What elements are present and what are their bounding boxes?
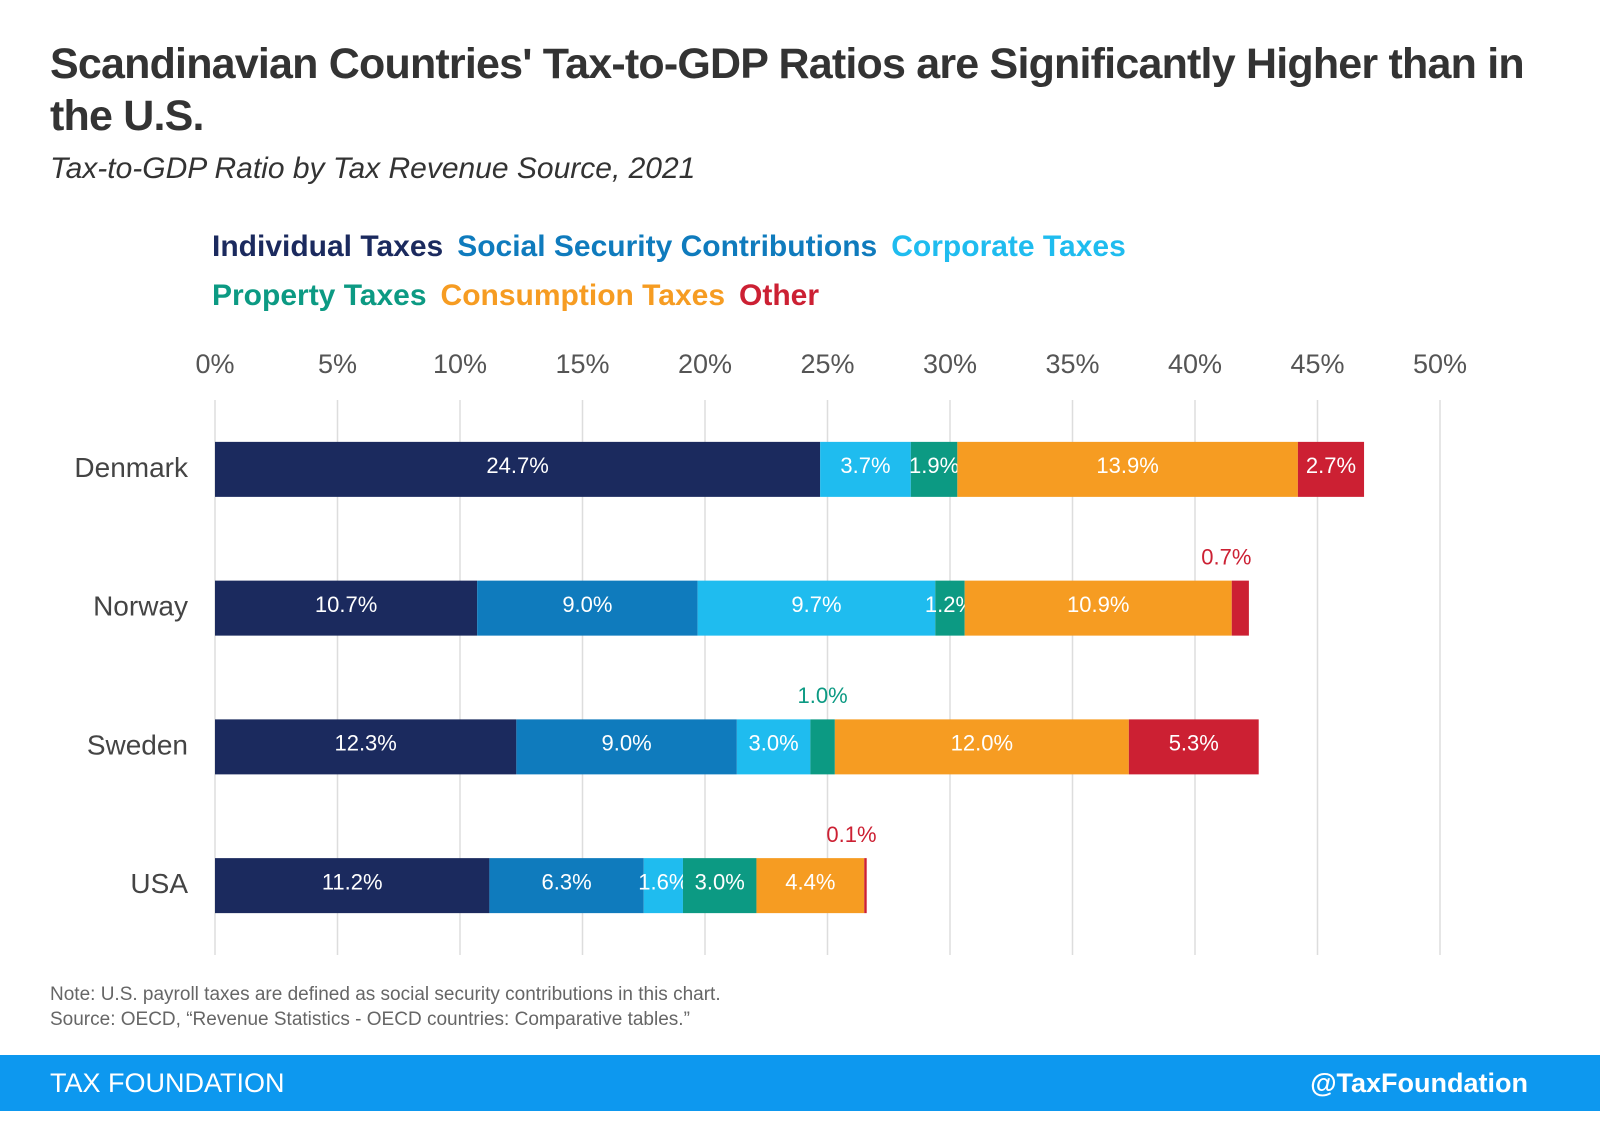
- data-label: 1.9%: [909, 453, 959, 478]
- data-label: 24.7%: [486, 453, 548, 478]
- bar-segment: [215, 858, 490, 914]
- legend-entry: Individual Taxes: [212, 230, 444, 263]
- bar-segment: [215, 441, 821, 497]
- footer-handle: @TaxFoundation: [1310, 1068, 1528, 1098]
- bar-segment: [756, 858, 865, 914]
- footer: TAX FOUNDATION @TaxFoundation: [0, 1055, 1600, 1111]
- note: Note: U.S. payroll taxes are defined as …: [50, 984, 721, 1005]
- x-tick-label: 15%: [555, 349, 609, 379]
- bar-segment: [957, 441, 1298, 497]
- bar-segment: [215, 580, 478, 636]
- data-label: 4.4%: [785, 869, 835, 894]
- bar-segment: [682, 858, 757, 914]
- x-tick-label: 30%: [923, 349, 977, 379]
- x-tick-label: 0%: [195, 349, 234, 379]
- legend-entry: Corporate Taxes: [891, 230, 1126, 263]
- x-tick-label: 50%: [1413, 349, 1467, 379]
- bar-segment: [477, 580, 698, 636]
- legend-entry: Other: [739, 279, 820, 312]
- data-label: 10.9%: [1067, 592, 1129, 617]
- legend-entry: Property Taxes: [212, 279, 427, 312]
- x-tick-label: 10%: [433, 349, 487, 379]
- data-label: 11.2%: [322, 869, 383, 894]
- legend: Individual Taxes Social Security Contribu…: [212, 228, 1212, 314]
- footer-brand: TAX FOUNDATION: [50, 1068, 285, 1098]
- data-label: 1.6%: [638, 869, 688, 894]
- data-label: 3.7%: [840, 453, 890, 478]
- bar-segment: [215, 719, 517, 775]
- data-label: 0.7%: [1201, 544, 1251, 569]
- bar-segment: [864, 858, 867, 914]
- y-tick-label: Denmark: [74, 452, 189, 483]
- bar-segment: [516, 719, 737, 775]
- chart-subtitle: Tax-to-GDP Ratio by Tax Revenue Source, …: [50, 152, 696, 185]
- data-label: 9.0%: [602, 731, 652, 756]
- y-tick-label: Norway: [93, 591, 188, 622]
- data-label: 9.7%: [791, 592, 841, 617]
- data-label: 5.3%: [1169, 731, 1219, 756]
- bar-segment: [910, 441, 958, 497]
- bar-segment: [643, 858, 683, 914]
- data-label: 9.0%: [562, 592, 612, 617]
- bar-segment: [697, 580, 936, 636]
- bar-segment: [736, 719, 811, 775]
- bar-segment: [820, 441, 911, 497]
- bar-segment: [1297, 441, 1365, 497]
- data-label: 3.0%: [749, 731, 799, 756]
- data-label: 12.0%: [951, 731, 1013, 756]
- y-tick-label: Sweden: [87, 729, 188, 760]
- x-tick-label: 5%: [318, 349, 357, 379]
- x-tick-label: 45%: [1290, 349, 1344, 379]
- bar-segment: [1231, 580, 1249, 636]
- bar-segment: [489, 858, 644, 914]
- legend-entry: Consumption Taxes: [440, 279, 726, 312]
- x-tick-label: 35%: [1045, 349, 1099, 379]
- data-label: 13.9%: [1096, 453, 1158, 478]
- y-tick-label: USA: [130, 868, 188, 899]
- bar-segment: [810, 719, 835, 775]
- bar-segment: [834, 719, 1129, 775]
- x-tick-label: 25%: [800, 349, 854, 379]
- bar-segment: [935, 580, 965, 636]
- x-tick-label: 20%: [678, 349, 732, 379]
- source: Source: OECD, “Revenue Statistics - OECD…: [50, 1009, 690, 1030]
- data-label: 12.3%: [334, 731, 396, 756]
- data-label: 1.0%: [798, 683, 848, 708]
- legend-entry: Social Security Contributions: [457, 230, 878, 263]
- bar-segment: [1128, 719, 1259, 775]
- chart-title: Scandinavian Countries' Tax-to-GDP Ratio…: [50, 40, 1525, 140]
- data-label: 2.7%: [1306, 453, 1356, 478]
- data-label: 10.7%: [315, 592, 377, 617]
- data-label: 6.3%: [541, 869, 591, 894]
- notes: Note: U.S. payroll taxes are defined as …: [50, 982, 721, 1032]
- x-tick-label: 40%: [1168, 349, 1222, 379]
- data-label: 0.1%: [826, 822, 876, 847]
- data-label: 3.0%: [695, 869, 745, 894]
- bar-segment: [964, 580, 1232, 636]
